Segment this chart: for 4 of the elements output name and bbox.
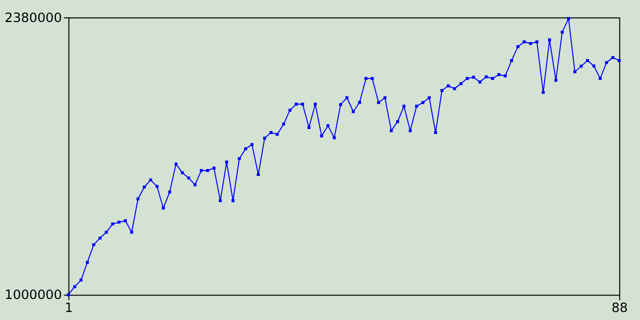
x-tick-label: 1 <box>64 301 73 316</box>
y-tick-label: 1000000 <box>4 288 62 304</box>
x-tick-label: 88 <box>612 301 628 316</box>
y-tick-label: 2380000 <box>4 10 62 26</box>
